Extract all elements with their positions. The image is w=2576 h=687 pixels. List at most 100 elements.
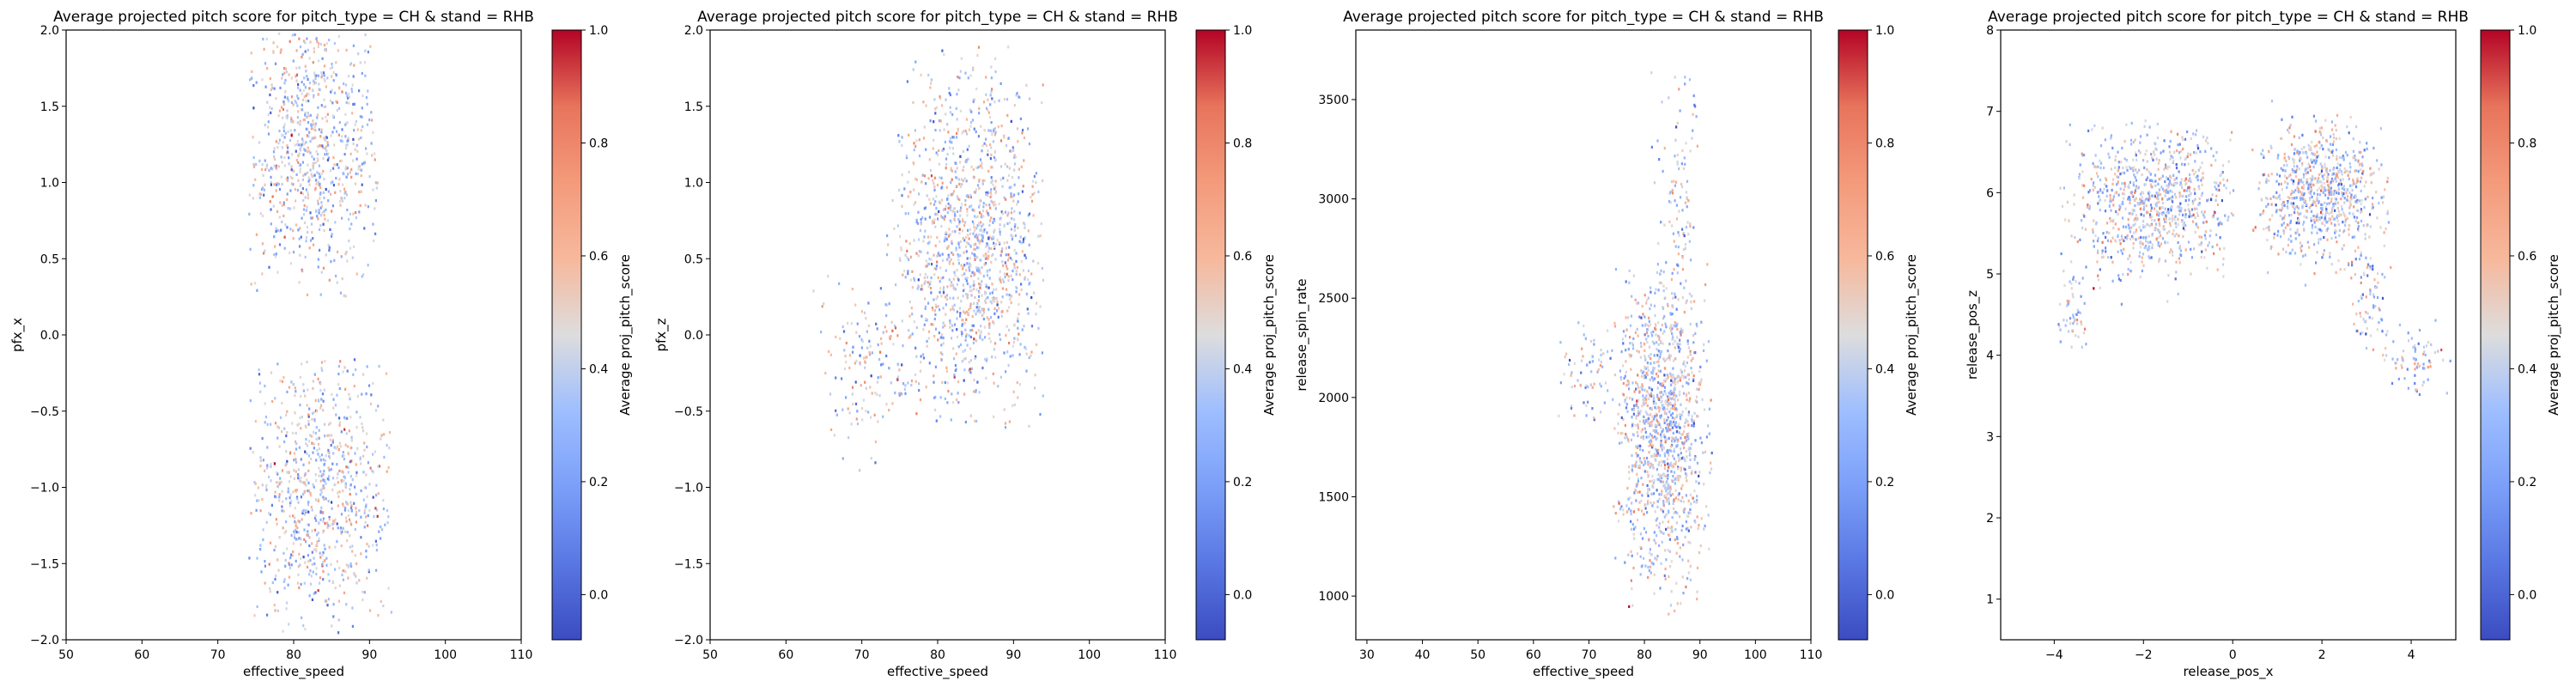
data-cell bbox=[1650, 394, 1653, 398]
data-cell bbox=[1663, 147, 1666, 150]
data-cell bbox=[276, 228, 279, 233]
data-cell bbox=[1692, 496, 1694, 500]
data-cell bbox=[856, 423, 860, 426]
data-cell bbox=[1011, 216, 1013, 221]
data-cell bbox=[981, 161, 983, 165]
data-cell bbox=[324, 559, 326, 562]
data-cell bbox=[952, 152, 955, 155]
data-cell bbox=[1632, 434, 1635, 437]
data-cell bbox=[1647, 368, 1649, 372]
data-cell bbox=[1663, 296, 1666, 301]
data-cell bbox=[352, 44, 355, 47]
data-cell bbox=[1039, 412, 1042, 416]
data-cell bbox=[975, 419, 978, 423]
data-cell bbox=[1617, 431, 1619, 435]
data-cell bbox=[283, 71, 286, 75]
data-cell bbox=[1650, 423, 1653, 428]
data-cell bbox=[301, 362, 303, 366]
data-cell bbox=[1653, 342, 1656, 345]
data-cell bbox=[1696, 495, 1698, 498]
data-cell bbox=[339, 139, 342, 143]
data-cell bbox=[965, 310, 968, 313]
data-cell bbox=[1665, 527, 1668, 531]
data-cell bbox=[380, 437, 382, 441]
data-cell bbox=[1039, 234, 1042, 238]
data-cell bbox=[887, 243, 890, 246]
data-cell bbox=[865, 317, 867, 320]
data-cell bbox=[1580, 371, 1583, 374]
data-cell bbox=[1022, 240, 1024, 244]
data-cell bbox=[1684, 76, 1686, 79]
data-cell bbox=[893, 227, 896, 230]
data-cell bbox=[305, 236, 307, 240]
data-cell bbox=[1674, 180, 1678, 184]
data-cell bbox=[987, 213, 990, 216]
data-cell bbox=[313, 447, 315, 450]
data-cell bbox=[879, 375, 882, 379]
data-cell bbox=[1034, 386, 1036, 390]
data-cell bbox=[2142, 236, 2145, 240]
data-cell bbox=[1654, 405, 1656, 410]
data-cell bbox=[316, 540, 319, 544]
data-cell bbox=[363, 511, 366, 514]
data-cell bbox=[2167, 211, 2170, 215]
data-cell bbox=[350, 565, 353, 568]
data-cell bbox=[2198, 235, 2201, 239]
data-cell bbox=[1635, 484, 1637, 488]
data-cell bbox=[333, 91, 336, 94]
data-cell bbox=[957, 88, 960, 92]
data-cell bbox=[1698, 474, 1700, 477]
data-cell bbox=[975, 216, 977, 219]
data-cell bbox=[336, 109, 338, 112]
data-cell bbox=[999, 223, 1001, 227]
data-cell bbox=[868, 339, 871, 343]
data-cell bbox=[1669, 526, 1672, 530]
data-cell bbox=[2102, 255, 2105, 258]
data-cell bbox=[311, 230, 313, 234]
data-cell bbox=[1670, 180, 1674, 184]
data-cell bbox=[1001, 260, 1004, 264]
data-cell bbox=[961, 229, 964, 233]
data-cell bbox=[270, 479, 272, 483]
data-cell bbox=[945, 112, 947, 116]
data-cell bbox=[1682, 232, 1685, 236]
data-cell bbox=[901, 363, 903, 367]
data-cell bbox=[331, 204, 334, 208]
data-cell bbox=[348, 95, 350, 99]
data-cell bbox=[1015, 272, 1018, 276]
data-cell bbox=[1681, 296, 1684, 300]
data-cell bbox=[305, 188, 307, 192]
data-cell bbox=[1662, 532, 1665, 535]
data-cell bbox=[328, 524, 331, 527]
data-cell bbox=[1677, 494, 1680, 497]
data-cell bbox=[1649, 424, 1651, 428]
data-cell bbox=[302, 88, 305, 93]
data-cell bbox=[1627, 497, 1630, 501]
data-cell bbox=[331, 477, 335, 480]
y-tick-label: 3500 bbox=[1318, 94, 1349, 107]
data-cell bbox=[317, 265, 319, 269]
data-cell bbox=[248, 556, 251, 560]
data-cell bbox=[367, 89, 369, 93]
data-cell bbox=[2169, 196, 2172, 199]
data-cell bbox=[1005, 370, 1007, 374]
data-cell bbox=[1024, 347, 1027, 350]
data-cell bbox=[261, 437, 264, 441]
data-cell bbox=[289, 207, 292, 210]
data-cell bbox=[349, 152, 352, 155]
data-cell bbox=[1653, 592, 1656, 595]
data-cell bbox=[958, 222, 961, 226]
data-cell bbox=[276, 45, 279, 48]
data-cell bbox=[1662, 407, 1664, 410]
data-cell bbox=[2118, 239, 2121, 242]
data-cell bbox=[1631, 502, 1633, 505]
data-cell bbox=[2194, 198, 2196, 201]
data-cell bbox=[311, 550, 313, 554]
data-cell bbox=[918, 192, 920, 196]
data-cell bbox=[1690, 359, 1692, 362]
data-cell bbox=[1667, 375, 1669, 379]
data-cell bbox=[1643, 427, 1646, 430]
data-cell bbox=[1675, 581, 1678, 585]
data-cell bbox=[270, 111, 272, 114]
data-cell bbox=[1671, 416, 1674, 419]
